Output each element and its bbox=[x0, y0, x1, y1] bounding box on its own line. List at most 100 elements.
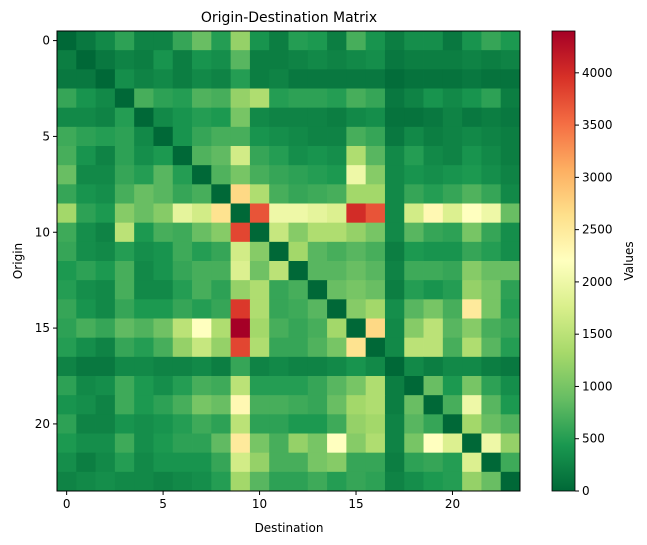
heatmap-cell bbox=[404, 395, 424, 415]
heatmap-cell bbox=[442, 31, 463, 51]
heatmap-cell bbox=[423, 203, 444, 224]
heatmap-cell bbox=[76, 337, 96, 358]
heatmap-cell bbox=[346, 471, 367, 492]
chart-title: Origin-Destination Matrix bbox=[201, 10, 377, 26]
heatmap-cell bbox=[481, 165, 502, 185]
heatmap-cell bbox=[365, 126, 386, 147]
heatmap-cell bbox=[384, 165, 405, 185]
heatmap-cell bbox=[423, 241, 444, 262]
heatmap-cell bbox=[172, 184, 193, 204]
heatmap-cell bbox=[153, 241, 174, 262]
heatmap-cell bbox=[95, 126, 116, 147]
heatmap-cell bbox=[423, 318, 444, 339]
heatmap-cell bbox=[249, 376, 270, 396]
heatmap-cell bbox=[365, 241, 386, 262]
heatmap-cell bbox=[249, 356, 270, 377]
colorbar-tick-label: 0 bbox=[582, 484, 590, 498]
heatmap-cell bbox=[500, 31, 521, 51]
heatmap-cell bbox=[269, 184, 289, 204]
heatmap-cell bbox=[172, 471, 193, 492]
heatmap-cell bbox=[327, 395, 347, 415]
heatmap-cell bbox=[95, 452, 116, 473]
heatmap-cell bbox=[230, 50, 251, 70]
heatmap-cell bbox=[462, 165, 482, 185]
heatmap-cell bbox=[423, 376, 444, 396]
heatmap-cell bbox=[384, 203, 405, 224]
heatmap-cell bbox=[365, 414, 386, 434]
heatmap-cell bbox=[423, 414, 444, 434]
heatmap-cell bbox=[307, 337, 328, 358]
heatmap-cell bbox=[462, 69, 482, 89]
heatmap-cell bbox=[172, 433, 193, 454]
heatmap-cell bbox=[442, 395, 463, 415]
heatmap-cell bbox=[76, 299, 96, 319]
heatmap-cell bbox=[57, 414, 77, 434]
heatmap-cell bbox=[153, 203, 174, 224]
heatmap-cell bbox=[230, 299, 251, 319]
heatmap-cell bbox=[365, 165, 386, 185]
y-axis-label: Origin bbox=[11, 243, 25, 279]
heatmap-cell bbox=[192, 471, 212, 492]
heatmap-cell bbox=[134, 376, 154, 396]
heatmap-cell bbox=[95, 50, 116, 70]
heatmap-cell bbox=[365, 88, 386, 109]
heatmap-cell bbox=[95, 31, 116, 51]
heatmap-cell bbox=[307, 452, 328, 473]
heatmap-cell bbox=[384, 376, 405, 396]
heatmap-cell bbox=[95, 376, 116, 396]
heatmap-cell bbox=[481, 146, 502, 166]
heatmap-cell bbox=[346, 241, 367, 262]
heatmap-cell bbox=[76, 241, 96, 262]
heatmap-cell bbox=[269, 146, 289, 166]
heatmap-cell bbox=[500, 126, 521, 147]
heatmap-cell bbox=[462, 299, 482, 319]
heatmap-cell bbox=[269, 414, 289, 434]
heatmap-cell bbox=[481, 299, 502, 319]
heatmap-cell bbox=[230, 165, 251, 185]
heatmap-cell bbox=[172, 299, 193, 319]
heatmap-cell bbox=[384, 241, 405, 262]
heatmap-cell bbox=[365, 376, 386, 396]
heatmap-cell bbox=[211, 184, 232, 204]
heatmap-cell bbox=[346, 222, 367, 243]
heatmap-cell bbox=[365, 280, 386, 300]
heatmap-cell bbox=[307, 433, 328, 454]
heatmap-cell bbox=[76, 452, 96, 473]
heatmap-cell bbox=[134, 88, 154, 109]
colorbar-tick-label: 4000 bbox=[582, 66, 613, 80]
x-tick-label: 5 bbox=[159, 497, 167, 511]
heatmap-cell bbox=[211, 203, 232, 224]
heatmap-cell bbox=[481, 414, 502, 434]
x-tick-label: 0 bbox=[63, 497, 71, 511]
heatmap-cell bbox=[442, 299, 463, 319]
heatmap-cell bbox=[172, 146, 193, 166]
heatmap-cell bbox=[462, 452, 482, 473]
heatmap-cell bbox=[442, 452, 463, 473]
heatmap-cell bbox=[288, 31, 309, 51]
heatmap-cell bbox=[76, 356, 96, 377]
heatmap-cell bbox=[134, 241, 154, 262]
heatmap-cell bbox=[384, 31, 405, 51]
heatmap-cell bbox=[192, 184, 212, 204]
heatmap-cell bbox=[76, 318, 96, 339]
heatmap-cell bbox=[288, 203, 309, 224]
plot-frame bbox=[56, 30, 521, 492]
x-tick-label: 20 bbox=[445, 497, 460, 511]
heatmap-cell bbox=[462, 356, 482, 377]
heatmap-cell bbox=[269, 50, 289, 70]
heatmap-cell bbox=[307, 471, 328, 492]
heatmap-cell bbox=[365, 31, 386, 51]
heatmap-cell bbox=[423, 69, 444, 89]
heatmap-cell bbox=[288, 318, 309, 339]
heatmap-cell bbox=[481, 107, 502, 128]
heatmap-cell bbox=[249, 280, 270, 300]
heatmap-cell bbox=[384, 50, 405, 70]
heatmap-cell bbox=[114, 318, 135, 339]
heatmap-cell bbox=[172, 222, 193, 243]
heatmap-cell bbox=[153, 280, 174, 300]
heatmap-cell bbox=[230, 318, 251, 339]
heatmap-cell bbox=[114, 88, 135, 109]
heatmap-cell bbox=[114, 261, 135, 281]
heatmap-cell bbox=[346, 126, 367, 147]
heatmap-cell bbox=[346, 146, 367, 166]
